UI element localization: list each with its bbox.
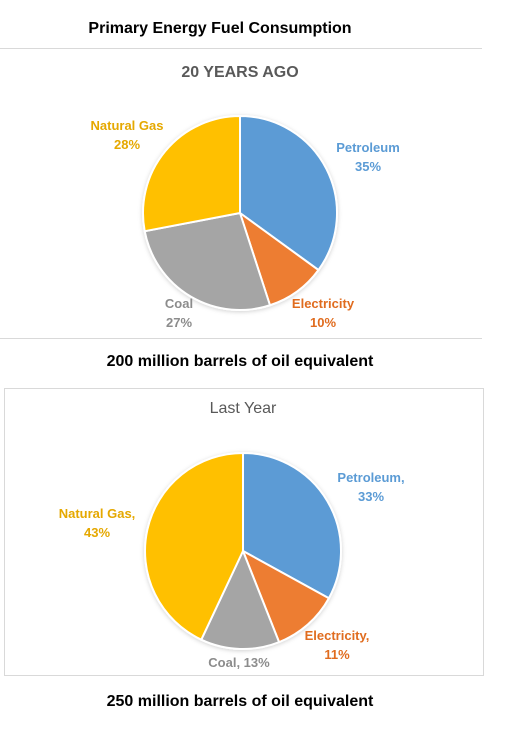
caption-last-year: 250 million barrels of oil equivalent — [106, 693, 374, 710]
data-label-petroleum: Petroleum 35% — [336, 140, 400, 174]
pie-slice-natural-gas — [144, 451, 244, 642]
chart-title-last-year: Last Year — [209, 400, 277, 417]
data-label-coal: Coal, 13% — [208, 655, 270, 670]
data-label-electricity: Electricity 10% — [292, 296, 355, 330]
chart-title-20-years-ago: 20 YEARS AGO — [181, 64, 299, 81]
data-label-electricity: Electricity, 11% — [305, 628, 370, 662]
pie-slice-coal — [143, 211, 272, 311]
data-label-natural-gas: Natural Gas 28% — [91, 118, 164, 152]
pie-slice-petroleum — [242, 451, 342, 600]
caption-20-years-ago: 200 million barrels of oil equivalent — [106, 353, 374, 370]
page-title: Primary Energy Fuel Consumption — [88, 20, 352, 37]
divider — [0, 338, 482, 339]
data-label-coal: Coal 27% — [165, 296, 193, 330]
pie-slice-electricity — [241, 548, 331, 644]
pie-slice-natural-gas — [142, 114, 241, 233]
divider — [0, 48, 482, 49]
data-label-petroleum: Petroleum, 33% — [337, 470, 404, 504]
pie-slice-coal — [199, 548, 281, 650]
pie-slice-petroleum — [239, 114, 338, 272]
chart-panel-last-year — [4, 388, 484, 676]
data-label-natural-gas: Natural Gas, 43% — [59, 506, 136, 540]
pie-chart-20-years-ago: Petroleum 35% Electricity 10% Coal 27% Natural… — [91, 114, 400, 330]
